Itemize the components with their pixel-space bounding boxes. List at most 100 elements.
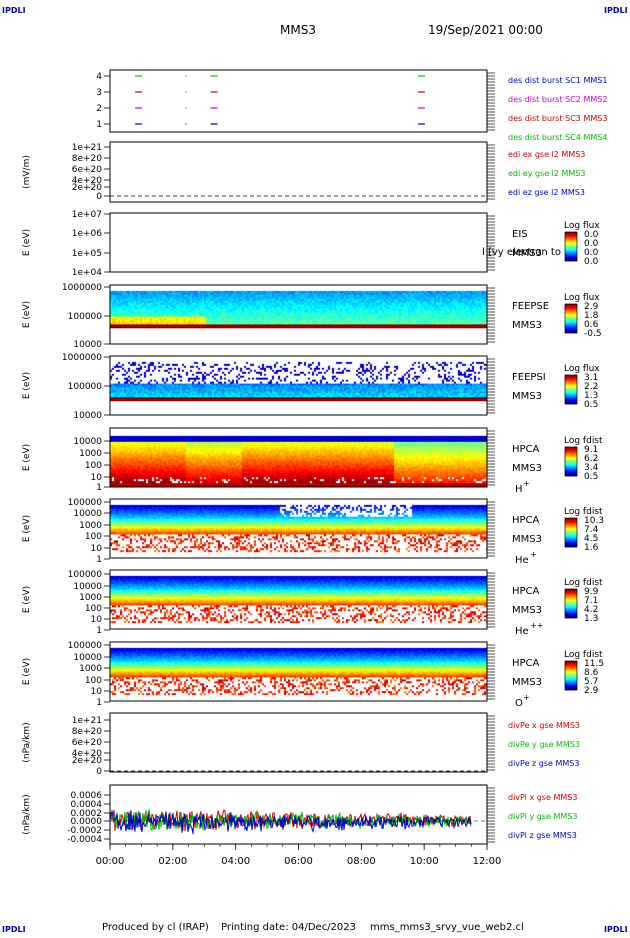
species-charge: ++	[530, 621, 543, 630]
x-tick-label: 02:00	[158, 856, 187, 867]
colorbar-cell	[565, 532, 577, 534]
colorbar-cell	[565, 240, 577, 242]
colorbar-cell	[565, 377, 577, 379]
colorbar-cell	[565, 401, 577, 403]
colorbar-cell	[565, 325, 577, 327]
x-tick-label: 12:00	[473, 856, 502, 867]
colorbar-cell	[565, 310, 577, 312]
legend-entry: divPi y gse MMS3	[508, 812, 577, 821]
legend-entry: des dist burst SC2 MMS2	[508, 95, 607, 104]
colorbar-cell	[565, 387, 577, 389]
colorbar-cell	[565, 600, 577, 602]
colorbar-cell	[565, 331, 577, 333]
colorbar-cell	[565, 617, 577, 619]
colorbar-cell	[565, 307, 577, 309]
colorbar-cell	[565, 397, 577, 399]
figure-title: MMS3	[280, 23, 316, 37]
colorbar-cell	[565, 665, 577, 667]
colorbar-cell	[565, 375, 577, 377]
colorbar-tick-label: 2.9	[584, 302, 599, 312]
y-axis-label: (nPa/km)	[22, 794, 32, 834]
colorbar-cell	[565, 461, 577, 463]
colorbar-cell	[565, 677, 577, 679]
colorbar-cell	[565, 248, 577, 250]
colorbar-cell	[565, 244, 577, 246]
colorbar-cell	[565, 247, 577, 249]
colorbar-cell	[565, 450, 577, 452]
colorbar-cell	[565, 675, 577, 677]
colorbar-cell	[565, 682, 577, 684]
instrument-label: HPCA	[512, 658, 540, 669]
instrument-label: HPCA	[512, 586, 540, 597]
y-tick-label: 10	[91, 544, 103, 554]
colorbar-cell	[565, 610, 577, 612]
colorbar-cell	[565, 535, 577, 537]
panel-feeps_i: 1000000 100000 10000 E (eV) Log flux3.12.21.…	[22, 353, 600, 421]
colorbar-cell	[565, 252, 577, 254]
colorbar-frame	[564, 231, 578, 262]
colorbar-cell	[565, 545, 577, 547]
colorbar-cell	[565, 460, 577, 462]
y-tick-label: 0.0004	[71, 800, 103, 810]
panel-frame	[109, 212, 488, 273]
colorbar-cell	[565, 449, 577, 451]
colorbar-cell	[565, 398, 577, 400]
colorbar-cell	[565, 464, 577, 466]
colorbar-cell	[565, 526, 577, 528]
x-tick-label: 10:00	[410, 856, 439, 867]
colorbar-cell	[565, 678, 577, 680]
colorbar-cell	[565, 467, 577, 469]
colorbar-cell	[565, 669, 577, 671]
y-tick-label: 4	[96, 72, 102, 82]
colorbar-cell	[565, 313, 577, 315]
colorbar-cell	[565, 599, 577, 601]
y-tick-label: -0.0004	[67, 835, 102, 845]
colorbar-cell	[565, 315, 577, 317]
y-tick-label: 1e+21	[72, 716, 102, 726]
y-tick-label: 2e+20	[72, 183, 103, 193]
colorbar-tick-label: 0.5	[584, 400, 598, 410]
panel-burst: 4 3 2 1 des dist burst SC1 MMS1 des dist burs…	[96, 69, 607, 142]
y-tick-label: 10000	[73, 509, 102, 519]
colorbar-cell	[565, 689, 577, 691]
panel-hpca_h: 10000 1000 100 101 E (eV) Log fdist9.16.23.40…	[22, 427, 603, 495]
colorbar-tick-label: 0.0	[584, 239, 599, 249]
colorbar-title: Log flux	[564, 364, 600, 374]
colorbar-cell	[565, 616, 577, 618]
colorbar-cell	[565, 589, 577, 591]
footer-file: mms_mms3_srvy_vue_web2.cl	[370, 922, 524, 933]
panel-frame	[109, 355, 488, 416]
colorbar-cell	[565, 613, 577, 615]
colorbar-cell	[565, 468, 577, 470]
legend-entry: divPe z gse MMS3	[508, 759, 579, 768]
colorbar-cell	[565, 447, 577, 449]
instrument-label: MMS3	[512, 605, 542, 616]
legend-entry: des dist burst SC1 MMS1	[508, 76, 607, 85]
instrument-label: HPCA	[512, 515, 540, 526]
species-label: H	[515, 484, 523, 495]
colorbar-cell	[565, 686, 577, 688]
legend-entry: divPe y gse MMS3	[508, 740, 580, 749]
colorbar-cell	[565, 321, 577, 323]
y-tick-label: 1000	[79, 664, 102, 674]
colorbar-cell	[565, 465, 577, 467]
colorbar-cell	[565, 529, 577, 531]
colorbar-frame	[564, 303, 578, 334]
colorbar-cell	[565, 519, 577, 521]
y-tick-label: 10000	[73, 582, 102, 592]
colorbar-tick-label: 7.1	[584, 596, 598, 606]
colorbar-cell	[565, 604, 577, 606]
x-tick-label: 04:00	[221, 856, 250, 867]
colorbar-cell	[565, 681, 577, 683]
colorbar-cell	[565, 531, 577, 533]
colorbar-cell	[565, 448, 577, 450]
footer-produced: Produced by cl (IRAP)	[102, 922, 209, 933]
colorbar-cell	[565, 459, 577, 461]
y-tick-label: 100	[85, 676, 102, 686]
colorbar-cell	[565, 452, 577, 454]
colorbar-cell	[565, 462, 577, 464]
colorbar-cell	[565, 664, 577, 666]
y-tick-label: 10000	[73, 437, 102, 447]
